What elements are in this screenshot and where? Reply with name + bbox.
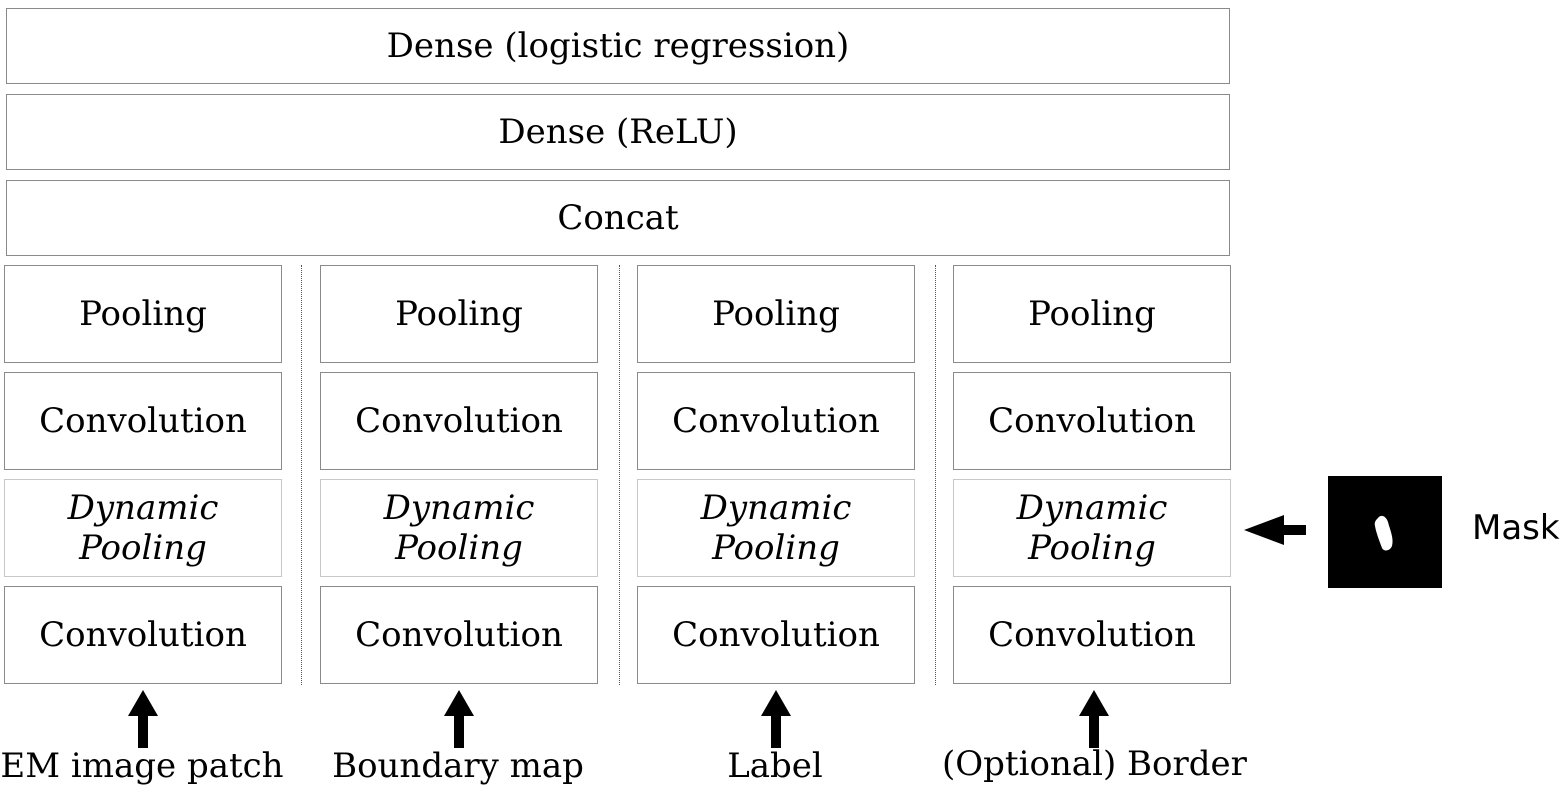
convolution-label: Convolution: [39, 615, 247, 655]
convolution-layer: Convolution: [637, 372, 915, 470]
convolution-layer: Convolution: [953, 372, 1231, 470]
convolution-label: Convolution: [988, 401, 1196, 441]
dynamic-label: Dynamic: [1016, 488, 1168, 528]
pooling-label: Pooling: [79, 294, 207, 334]
dense-relu-layer: Dense (ReLU): [6, 94, 1230, 170]
input-label-em-image-patch: EM image patch: [0, 746, 284, 786]
convolution-label: Convolution: [672, 401, 880, 441]
column-separator: [301, 265, 302, 685]
pooling-label: Pooling: [712, 294, 840, 334]
mask-image: [1328, 476, 1442, 588]
dense-logistic-label: Dense (logistic regression): [386, 26, 850, 66]
dynamic-pooling-label: Pooling: [1028, 528, 1156, 568]
dynamic-label: Dynamic: [67, 488, 219, 528]
dynamic-pooling-layer: Dynamic Pooling: [953, 479, 1231, 577]
dynamic-pooling-label: Pooling: [79, 528, 207, 568]
mask-blob-icon: [1374, 515, 1393, 551]
convolution-layer: Convolution: [637, 586, 915, 684]
convolution-layer: Convolution: [320, 586, 598, 684]
arrow-up-icon: [761, 690, 791, 748]
convolution-layer: Convolution: [320, 372, 598, 470]
dense-logistic-layer: Dense (logistic regression): [6, 8, 1230, 84]
dynamic-pooling-label: Pooling: [712, 528, 840, 568]
concat-label: Concat: [557, 198, 679, 238]
convolution-label: Convolution: [355, 401, 563, 441]
convolution-label: Convolution: [672, 615, 880, 655]
convolution-label: Convolution: [355, 615, 563, 655]
dynamic-pooling-layer: Dynamic Pooling: [637, 479, 915, 577]
dynamic-label: Dynamic: [700, 488, 852, 528]
pooling-layer: Pooling: [320, 265, 598, 363]
arrow-up-icon: [128, 690, 158, 748]
arrow-left-icon: [1244, 515, 1306, 545]
convolution-label: Convolution: [988, 615, 1196, 655]
input-label-boundary-map: Boundary map: [332, 746, 584, 786]
column-separator: [619, 265, 620, 685]
pooling-layer: Pooling: [637, 265, 915, 363]
input-label-label: Label: [727, 746, 823, 786]
dynamic-pooling-label: Pooling: [395, 528, 523, 568]
dynamic-pooling-layer: Dynamic Pooling: [4, 479, 282, 577]
pooling-layer: Pooling: [4, 265, 282, 363]
dynamic-pooling-layer: Dynamic Pooling: [320, 479, 598, 577]
convolution-layer: Convolution: [4, 372, 282, 470]
column-separator: [935, 265, 936, 685]
dense-relu-label: Dense (ReLU): [498, 112, 738, 152]
dynamic-label: Dynamic: [383, 488, 535, 528]
mask-label: Mask: [1472, 508, 1560, 548]
convolution-layer: Convolution: [4, 586, 282, 684]
pooling-layer: Pooling: [953, 265, 1231, 363]
arrow-up-icon: [444, 690, 474, 748]
pooling-label: Pooling: [1028, 294, 1156, 334]
concat-layer: Concat: [6, 180, 1230, 256]
arrow-up-icon: [1079, 690, 1109, 748]
pooling-label: Pooling: [395, 294, 523, 334]
convolution-layer: Convolution: [953, 586, 1231, 684]
input-label-border: (Optional) Border: [942, 744, 1247, 784]
convolution-label: Convolution: [39, 401, 247, 441]
